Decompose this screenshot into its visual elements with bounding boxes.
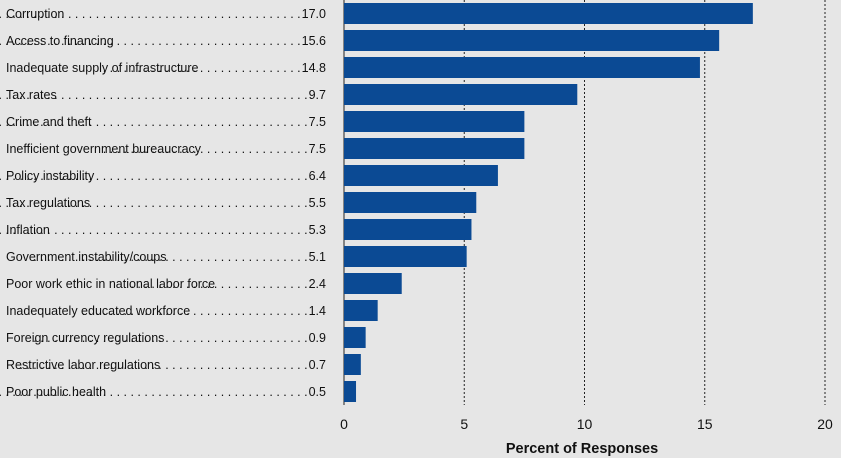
leader-dots: . . . . . . . . . . . . . . . . . . . . …	[0, 385, 308, 399]
bars	[344, 3, 753, 402]
leader-dots: . . . . . . . . . . . . . . . . . . . . …	[0, 196, 308, 210]
category-label: Restrictive labor regulations	[6, 358, 160, 372]
category-label: Foreign currency regulations	[6, 331, 164, 345]
value-label: 5.5	[309, 196, 326, 210]
x-tick-label: 10	[577, 416, 593, 432]
x-tick-label: 0	[340, 416, 348, 432]
x-tick-label: 5	[460, 416, 468, 432]
bar	[344, 381, 357, 402]
value-label: 7.5	[309, 115, 326, 129]
value-label: 0.9	[309, 331, 326, 345]
value-label: 5.1	[309, 250, 326, 264]
value-label: 6.4	[309, 169, 326, 183]
category-label: Policy instability	[6, 169, 95, 183]
category-row-label: Poor public health 0.5 . . . . . . . . . …	[0, 385, 326, 399]
bar	[344, 30, 720, 51]
leader-dots: . . . . . . . . . . . . . . . . . . . . …	[82, 304, 308, 318]
category-label: Inadequate supply of infrastructure	[6, 61, 199, 75]
category-row-label: Policy instability 6.4 . . . . . . . . . …	[0, 169, 326, 183]
leader-dots: . . . . . . . . . . . . . . . . . . . . …	[0, 88, 308, 102]
leader-dots: . . . . . . . . . . . . . . . . . . . . …	[0, 169, 308, 183]
leader-dots: . . . . . . . . . . . . . . . . . . . . …	[0, 34, 301, 48]
value-label: 15.6	[302, 34, 326, 48]
leader-dots: . . . . . . . . . . . . . . . . . . . . …	[0, 7, 301, 21]
value-label: 7.5	[309, 142, 326, 156]
leader-dots: . . . . . . . . . . . . . . . . . . . . …	[33, 331, 307, 345]
category-label: Inefficient government bureaucracy	[6, 142, 202, 156]
value-label: 5.3	[309, 223, 326, 237]
bar	[344, 354, 361, 375]
category-row-label: Inadequately educated workforce 1.4 . . .…	[6, 304, 326, 318]
bar	[344, 57, 700, 78]
category-row-label: Inefficient government bureaucracy 7.5 . …	[6, 142, 326, 156]
leader-dots: . . . . . . . . . . . . . . . . . . . . …	[130, 277, 307, 291]
leader-dots: . . . . . . . . . . . . . . . . . . . . …	[103, 142, 308, 156]
value-label: 0.5	[309, 385, 326, 399]
value-label: 1.4	[309, 304, 326, 318]
leader-dots: . . . . . . . . . . . . . . . . . . . . …	[0, 223, 308, 237]
category-row-label: Inadequate supply of infrastructure 14.8 …	[6, 61, 326, 75]
category-row-label: Access to financing 15.6 . . . . . . . . …	[0, 34, 326, 48]
value-label: 2.4	[309, 277, 326, 291]
bar	[344, 165, 498, 186]
bar	[344, 3, 753, 24]
category-label: Corruption	[6, 7, 64, 21]
value-label: 0.7	[309, 358, 326, 372]
x-tick-label: 15	[697, 416, 713, 432]
x-axis-title: Percent of Responses	[506, 441, 658, 457]
category-row-label: Tax rates 9.7 . . . . . . . . . . . . . .…	[0, 88, 326, 102]
bar	[344, 84, 578, 105]
category-row-label: Tax regulations 5.5 . . . . . . . . . . .…	[0, 196, 326, 210]
value-label: 14.8	[302, 61, 326, 75]
category-label: Crime and theft	[6, 115, 92, 129]
leader-dots: . . . . . . . . . . . . . . . . . . . . …	[19, 358, 307, 372]
bar	[344, 300, 378, 321]
category-row-label: Government instability/coups 5.1 . . . . …	[6, 250, 326, 264]
leader-dots: . . . . . . . . . . . . . . . . . . . . …	[103, 61, 301, 75]
x-tick-label: 20	[817, 416, 833, 432]
bar	[344, 273, 402, 294]
x-tick-labels: 0 5 10 15 20	[340, 416, 833, 432]
category-label: Poor work ethic in national labor force	[6, 277, 215, 291]
category-label: Tax rates	[6, 88, 57, 102]
category-row-label: Restrictive labor regulations 0.7 . . . .…	[6, 358, 326, 372]
bar	[344, 327, 366, 348]
category-row-label: Foreign currency regulations 0.9 . . . . …	[6, 331, 326, 345]
category-label: Inadequately educated workforce	[6, 304, 190, 318]
category-label: Inflation	[6, 223, 50, 237]
category-row-label: Corruption 17.0 . . . . . . . . . . . . .…	[0, 7, 326, 21]
category-label: Access to financing	[6, 34, 114, 48]
bar	[344, 246, 467, 267]
category-label: Tax regulations	[6, 196, 90, 210]
value-label: 17.0	[302, 7, 326, 21]
category-label: Poor public health	[6, 385, 106, 399]
leader-dots: . . . . . . . . . . . . . . . . . . . . …	[33, 250, 307, 264]
value-label: 9.7	[309, 88, 326, 102]
bar	[344, 138, 525, 159]
bar	[344, 219, 472, 240]
category-label: Government instability/coups	[6, 250, 167, 264]
category-row-label: Crime and theft 7.5 . . . . . . . . . . .…	[0, 115, 326, 129]
leader-dots: . . . . . . . . . . . . . . . . . . . . …	[0, 115, 308, 129]
bar	[344, 111, 525, 132]
category-row-label: Poor work ethic in national labor force 2…	[6, 277, 326, 291]
bar	[344, 192, 477, 213]
category-row-label: Inflation 5.3 . . . . . . . . . . . . . .…	[0, 223, 326, 237]
category-labels: Corruption 17.0 . . . . . . . . . . . . .…	[0, 7, 326, 399]
